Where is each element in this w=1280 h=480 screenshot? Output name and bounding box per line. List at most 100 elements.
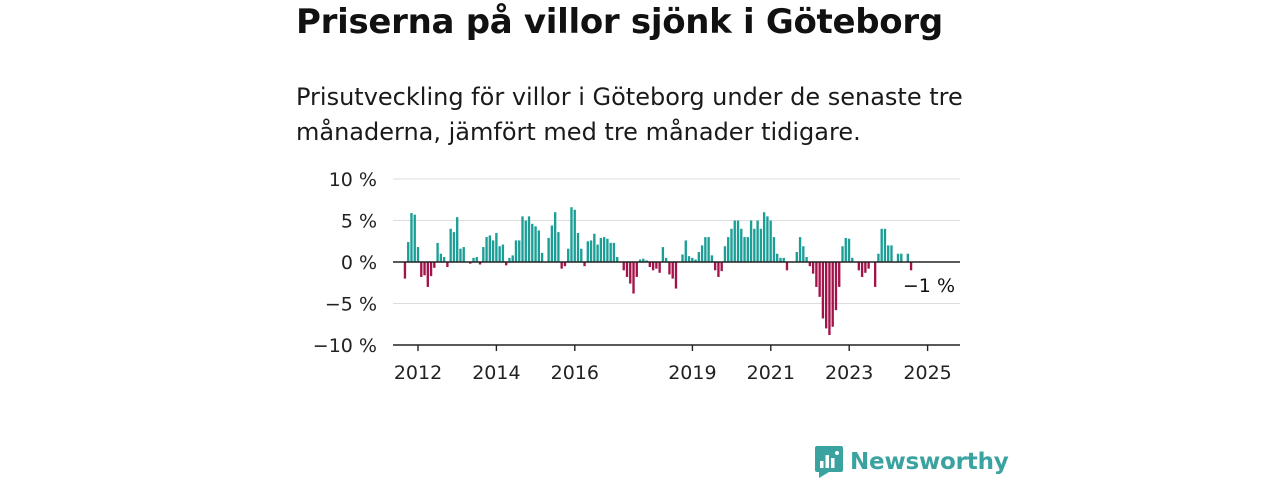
bar xyxy=(890,245,893,262)
y-tick-label: 10 % xyxy=(329,169,377,191)
bar xyxy=(553,212,557,262)
bar xyxy=(723,246,727,262)
bar xyxy=(857,262,861,271)
bar xyxy=(632,262,635,294)
bar xyxy=(785,262,789,271)
bar xyxy=(834,262,838,311)
bar xyxy=(864,262,867,273)
newsworthy-logo[interactable]: Newsworthy xyxy=(815,446,1009,478)
bar xyxy=(573,209,576,262)
bar xyxy=(802,246,805,262)
chart-subtitle: Prisutveckling för villor i Göteborg und… xyxy=(296,83,963,146)
bar xyxy=(733,220,736,262)
bar xyxy=(651,262,655,271)
bar xyxy=(403,262,407,279)
bar xyxy=(498,246,501,262)
bar xyxy=(818,262,821,297)
bar xyxy=(410,213,413,262)
y-tick-label: 0 % xyxy=(341,252,377,274)
bar xyxy=(867,262,870,269)
bar xyxy=(779,257,782,262)
bar xyxy=(700,245,704,262)
bar xyxy=(593,233,596,262)
bar xyxy=(426,262,429,287)
bar xyxy=(472,257,475,262)
bar xyxy=(707,237,710,262)
bar xyxy=(844,237,847,262)
bar xyxy=(668,262,671,275)
bar xyxy=(880,228,883,262)
bar xyxy=(518,240,521,262)
bar xyxy=(478,262,482,265)
bar xyxy=(488,235,492,262)
bar xyxy=(713,262,717,271)
bar xyxy=(567,248,570,262)
x-tick-label: 2012 xyxy=(394,362,442,384)
bar xyxy=(776,253,779,262)
bar xyxy=(851,257,854,262)
bar xyxy=(815,262,818,287)
bar xyxy=(727,237,730,262)
bar xyxy=(909,262,913,271)
bar xyxy=(583,262,586,267)
bar xyxy=(580,248,583,262)
bar xyxy=(491,240,495,262)
bar xyxy=(475,257,478,262)
bar xyxy=(717,262,720,277)
bar xyxy=(508,257,511,262)
bar xyxy=(524,220,527,262)
bar xyxy=(416,247,420,262)
bar xyxy=(407,242,410,262)
bar xyxy=(847,238,851,262)
bar xyxy=(596,244,599,262)
bar xyxy=(808,262,812,267)
bar xyxy=(746,237,749,262)
x-tick-label: 2021 xyxy=(747,362,795,384)
bar xyxy=(906,253,909,262)
bar xyxy=(661,247,665,262)
bar xyxy=(563,262,567,267)
bar xyxy=(684,240,687,262)
bar xyxy=(599,237,603,262)
bar xyxy=(648,262,652,267)
bar xyxy=(436,242,439,262)
y-tick-label: 5 % xyxy=(341,211,377,233)
bar xyxy=(860,262,864,277)
bar xyxy=(433,262,436,268)
bar xyxy=(841,246,844,262)
bar xyxy=(570,207,573,262)
bar xyxy=(534,226,537,262)
bar xyxy=(576,232,580,262)
bar xyxy=(540,252,544,262)
bar xyxy=(557,232,560,262)
bar xyxy=(873,262,877,287)
bar xyxy=(795,252,798,262)
y-tick-label: −10 % xyxy=(313,335,377,357)
bar xyxy=(828,262,831,336)
bar xyxy=(442,257,446,262)
bar xyxy=(753,228,756,262)
bar xyxy=(782,257,785,262)
bar xyxy=(730,228,733,262)
brand-name: Newsworthy xyxy=(850,449,1009,475)
bar xyxy=(495,232,498,262)
bar xyxy=(645,260,648,262)
bar xyxy=(821,262,825,319)
bar xyxy=(560,262,563,269)
x-tick-label: 2014 xyxy=(472,362,520,384)
bar xyxy=(616,257,619,262)
bar xyxy=(883,228,887,262)
bar xyxy=(521,216,524,262)
bar xyxy=(697,252,700,262)
bar xyxy=(462,247,465,262)
bar xyxy=(511,255,514,262)
bar xyxy=(550,225,554,262)
bar xyxy=(691,257,694,262)
bar xyxy=(798,237,802,262)
bar xyxy=(469,262,472,264)
bar xyxy=(694,259,697,262)
bar xyxy=(537,230,540,262)
bar xyxy=(629,262,632,284)
bar xyxy=(423,262,426,276)
